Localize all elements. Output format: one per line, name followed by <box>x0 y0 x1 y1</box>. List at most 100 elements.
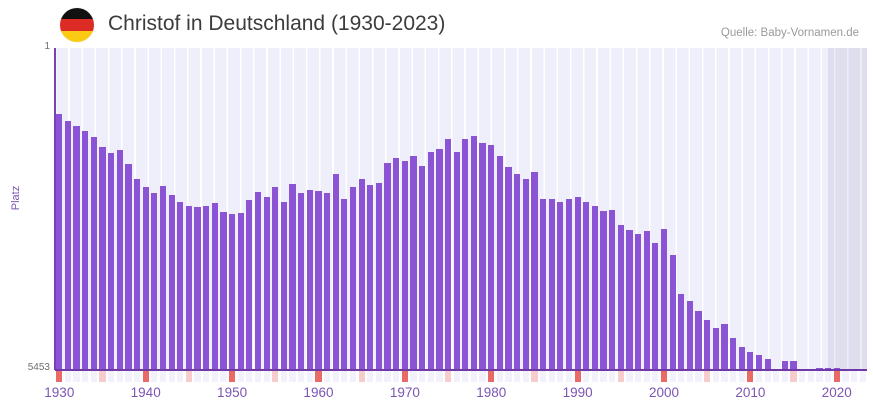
bar-1944[interactable] <box>177 202 184 369</box>
bar-1981[interactable] <box>496 156 503 369</box>
bar-1954[interactable] <box>263 197 270 369</box>
x-axis-label-1990: 1990 <box>562 385 593 400</box>
bar-2002[interactable] <box>678 294 685 369</box>
bar-1939[interactable] <box>133 179 141 369</box>
bar-2014[interactable] <box>781 361 789 369</box>
x-tick-1977 <box>462 371 469 382</box>
x-tick-1991 <box>583 371 590 382</box>
bar-1962[interactable] <box>332 174 339 369</box>
bar-2009[interactable] <box>738 347 745 369</box>
bar-1959[interactable] <box>306 190 313 369</box>
bar-1953[interactable] <box>254 192 262 369</box>
bar-2005[interactable] <box>704 320 711 369</box>
bar-1971[interactable] <box>410 156 417 369</box>
bar-1951[interactable] <box>237 213 244 369</box>
bar-1940[interactable] <box>142 187 149 369</box>
x-tick-1975 <box>444 371 452 382</box>
bar-1960[interactable] <box>315 191 322 369</box>
bar-2004[interactable] <box>695 311 702 369</box>
bar-1933[interactable] <box>82 131 89 369</box>
bar-1992[interactable] <box>591 206 598 369</box>
bar-1957[interactable] <box>289 184 296 369</box>
bar-1994[interactable] <box>609 210 616 369</box>
x-tick-1990 <box>574 371 581 382</box>
bar-1942[interactable] <box>159 186 167 369</box>
bar-1952[interactable] <box>246 200 253 369</box>
bar-1989[interactable] <box>565 199 573 369</box>
bar-1938[interactable] <box>125 164 132 369</box>
bar-1990[interactable] <box>574 197 581 369</box>
bar-1961[interactable] <box>323 193 331 369</box>
x-tick-1994 <box>609 371 616 382</box>
bar-1965[interactable] <box>358 179 365 369</box>
bar-2012[interactable] <box>764 359 771 369</box>
y-axis-title: Platz <box>10 185 22 211</box>
bar-2007[interactable] <box>721 324 728 369</box>
bar-1946[interactable] <box>194 207 201 369</box>
bar-1967[interactable] <box>375 183 383 369</box>
bar-1995[interactable] <box>617 225 624 369</box>
bar-1982[interactable] <box>505 167 512 369</box>
bar-1996[interactable] <box>626 230 633 369</box>
bar-2003[interactable] <box>686 301 694 369</box>
bar-1935[interactable] <box>99 147 106 369</box>
bar-1949[interactable] <box>220 212 227 369</box>
bar-1955[interactable] <box>272 187 279 369</box>
bar-1993[interactable] <box>600 211 607 369</box>
bar-1974[interactable] <box>436 149 443 369</box>
bar-1998[interactable] <box>643 231 650 369</box>
bar-1979[interactable] <box>479 143 486 369</box>
bar-1950[interactable] <box>228 214 236 369</box>
bar-1988[interactable] <box>557 202 564 369</box>
bar-2000[interactable] <box>660 229 668 369</box>
bar-1973[interactable] <box>427 152 434 369</box>
bar-1972[interactable] <box>419 166 426 369</box>
bar-1943[interactable] <box>168 195 175 369</box>
bar-2010[interactable] <box>747 352 754 369</box>
bar-1963[interactable] <box>341 199 348 369</box>
bar-1956[interactable] <box>280 202 288 369</box>
bar-1983[interactable] <box>514 174 521 369</box>
bar-1980[interactable] <box>488 145 495 369</box>
bar-1941[interactable] <box>151 193 158 369</box>
bar-1969[interactable] <box>393 158 400 369</box>
bar-2018[interactable] <box>816 367 823 369</box>
bar-1987[interactable] <box>548 199 555 369</box>
bar-1986[interactable] <box>539 199 547 369</box>
x-tick-1981 <box>496 371 503 382</box>
bar-1930[interactable] <box>56 114 63 369</box>
bar-2020[interactable] <box>833 367 840 369</box>
bar-1997[interactable] <box>634 234 642 369</box>
bar-2019[interactable] <box>825 367 832 369</box>
bar-1975[interactable] <box>444 139 452 369</box>
bar-1977[interactable] <box>462 139 469 369</box>
bar-2008[interactable] <box>729 338 737 369</box>
bar-1932[interactable] <box>73 126 80 369</box>
bar-1948[interactable] <box>211 203 218 369</box>
bar-1937[interactable] <box>116 150 123 369</box>
bar-2011[interactable] <box>755 355 763 369</box>
bar-1976[interactable] <box>453 152 460 369</box>
bar-1978[interactable] <box>470 136 478 369</box>
bar-2001[interactable] <box>669 255 676 369</box>
bar-2006[interactable] <box>712 328 719 369</box>
x-tick-1939 <box>133 371 141 382</box>
bar-1931[interactable] <box>64 121 72 369</box>
bar-1970[interactable] <box>401 161 408 369</box>
bar-1985[interactable] <box>531 172 538 369</box>
bar-1991[interactable] <box>583 202 590 369</box>
bar-1968[interactable] <box>384 163 391 369</box>
bar-1999[interactable] <box>652 243 659 369</box>
bar-1936[interactable] <box>108 153 115 369</box>
bar-2015[interactable] <box>790 361 797 369</box>
bar-1947[interactable] <box>203 206 210 369</box>
x-tick-2000 <box>660 371 668 382</box>
x-tick-2014 <box>781 371 789 382</box>
bar-1945[interactable] <box>185 206 192 369</box>
bar-1964[interactable] <box>349 187 357 369</box>
bar-1966[interactable] <box>367 185 374 369</box>
x-tick-1948 <box>211 371 218 382</box>
bar-1984[interactable] <box>522 179 529 369</box>
bar-1958[interactable] <box>298 193 305 369</box>
bar-1934[interactable] <box>90 137 97 369</box>
